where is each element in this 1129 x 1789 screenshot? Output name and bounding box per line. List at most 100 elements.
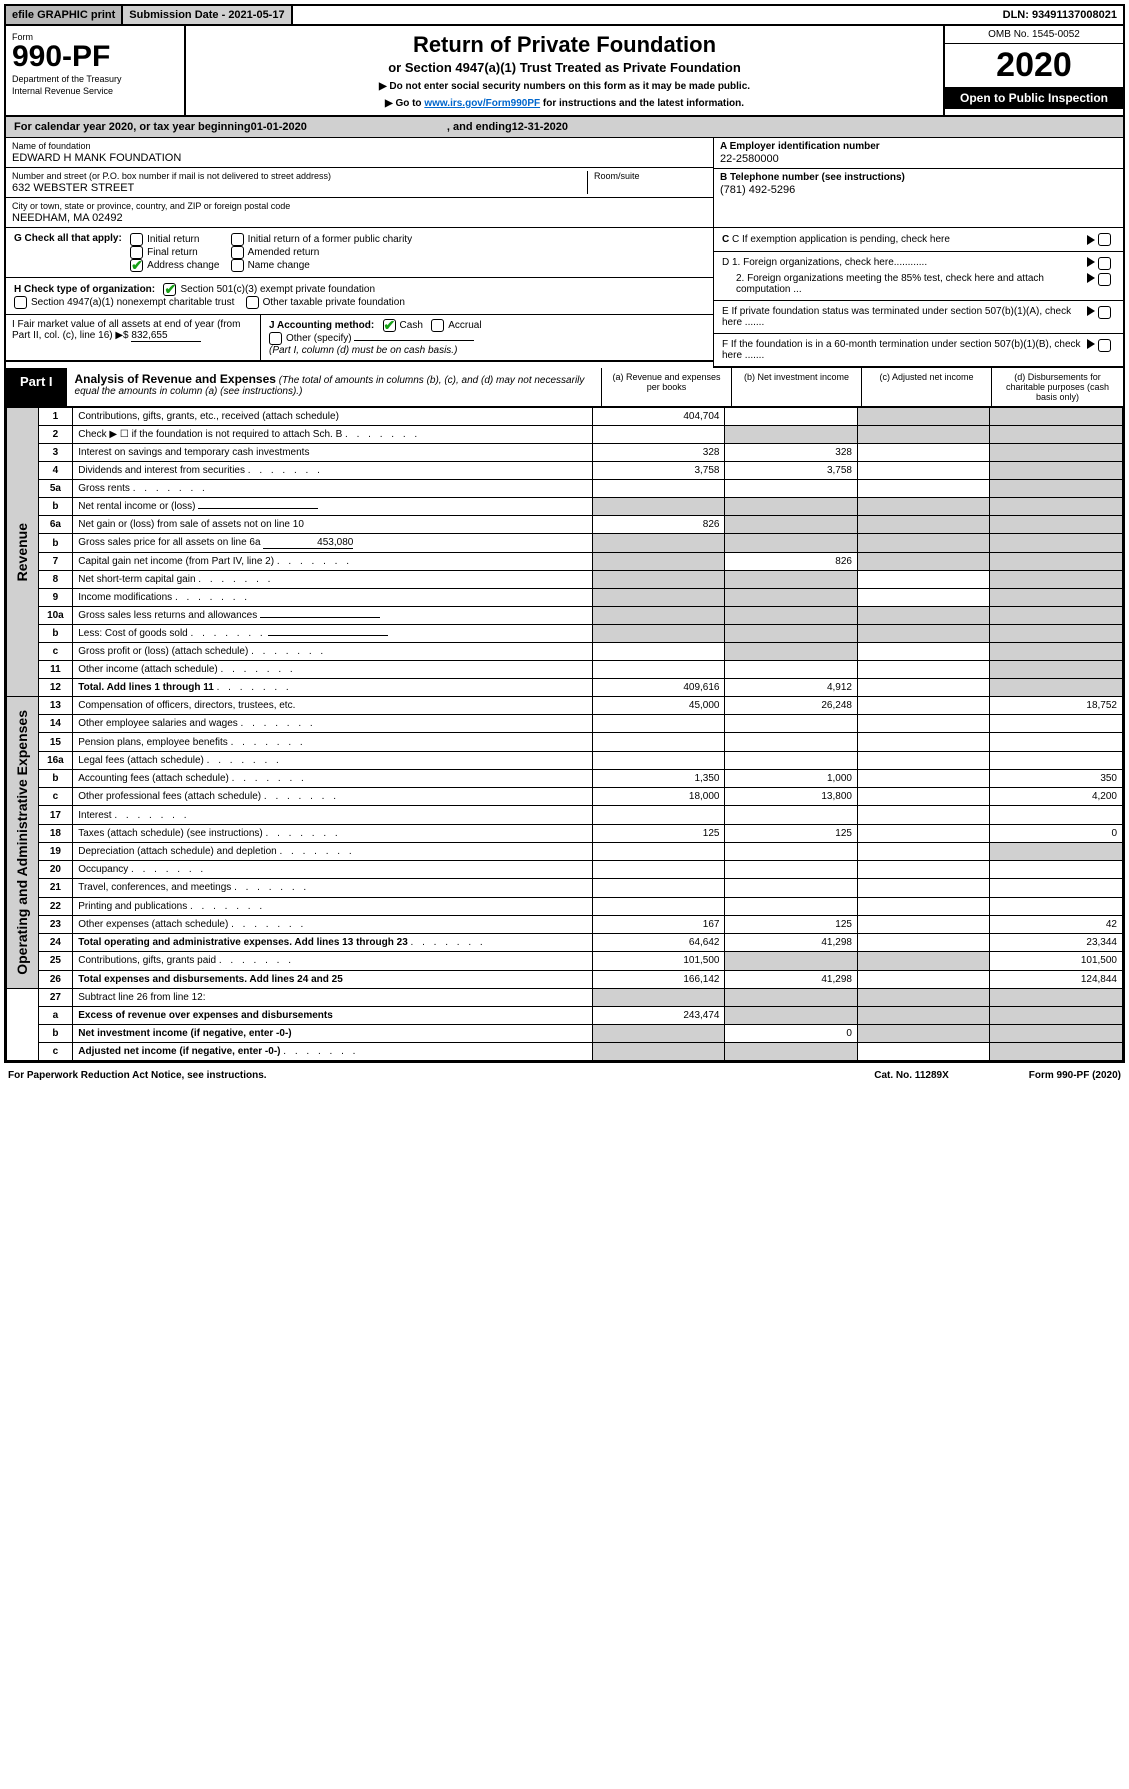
line-no: 26 xyxy=(38,970,73,988)
col-b: (b) Net investment income xyxy=(731,368,861,406)
e-row: E If private foundation status was termi… xyxy=(714,301,1123,334)
4947a1-checkbox[interactable] xyxy=(14,296,27,309)
cell-amount xyxy=(857,697,989,715)
line-no: b xyxy=(38,534,73,553)
cash-checkbox[interactable] xyxy=(383,319,396,332)
line-desc: Gross rents . . . . . . . xyxy=(73,480,593,498)
cell-shaded xyxy=(593,988,725,1006)
cell-shaded xyxy=(990,643,1123,661)
501c3-checkbox[interactable] xyxy=(163,283,176,296)
cell-amount xyxy=(857,643,989,661)
cell-amount xyxy=(857,788,989,806)
c-checkbox[interactable] xyxy=(1098,233,1111,246)
cell-amount: 23,344 xyxy=(990,934,1123,952)
other-method-checkbox[interactable] xyxy=(269,332,282,345)
e-checkbox[interactable] xyxy=(1098,306,1111,319)
cell-shaded xyxy=(725,1006,857,1024)
line-no: 13 xyxy=(38,697,73,715)
table-row: 17Interest . . . . . . . xyxy=(7,806,1123,824)
line-desc: Accounting fees (attach schedule) . . . … xyxy=(73,769,593,787)
dln: DLN: 93491137008021 xyxy=(997,6,1123,24)
g-label: G Check all that apply: xyxy=(14,233,122,244)
line-desc: Gross profit or (loss) (attach schedule)… xyxy=(73,643,593,661)
line-no: 14 xyxy=(38,715,73,733)
column-headers: (a) Revenue and expenses per books (b) N… xyxy=(601,368,1123,406)
table-row: bNet rental income or (loss) xyxy=(7,498,1123,516)
cell-shaded xyxy=(990,661,1123,679)
line-desc: Dividends and interest from securities .… xyxy=(73,462,593,480)
street-cell: Number and street (or P.O. box number if… xyxy=(12,171,587,194)
cell-amount: 826 xyxy=(593,516,725,534)
city-label: City or town, state or province, country… xyxy=(12,201,707,211)
table-row: 5aGross rents . . . . . . . xyxy=(7,480,1123,498)
cell-shaded xyxy=(990,988,1123,1006)
cell-shaded xyxy=(990,842,1123,860)
table-row: 21Travel, conferences, and meetings . . … xyxy=(7,879,1123,897)
accrual-checkbox[interactable] xyxy=(431,319,444,332)
d1-checkbox[interactable] xyxy=(1098,257,1111,270)
cell-shaded xyxy=(725,534,857,553)
cell-shaded xyxy=(725,426,857,444)
cell-amount: 64,642 xyxy=(593,934,725,952)
line-desc: Interest on savings and temporary cash i… xyxy=(73,444,593,462)
cell-amount xyxy=(725,733,857,751)
entity-info: Name of foundation EDWARD H MANK FOUNDAT… xyxy=(6,138,1123,228)
instr-link[interactable]: www.irs.gov/Form990PF xyxy=(424,98,540,109)
j-cash: Cash xyxy=(400,320,423,331)
i-label: I Fair market value of all assets at end… xyxy=(12,319,240,341)
cell-amount: 409,616 xyxy=(593,679,725,697)
table-row: 3Interest on savings and temporary cash … xyxy=(7,444,1123,462)
line-desc: Contributions, gifts, grants paid . . . … xyxy=(73,952,593,970)
cal-end-label: , and ending xyxy=(447,121,512,133)
line-desc: Compensation of officers, directors, tru… xyxy=(73,697,593,715)
ein-cell: A Employer identification number 22-2580… xyxy=(714,138,1123,169)
side-label-cell: Revenue xyxy=(7,408,39,697)
line-desc: Net gain or (loss) from sale of assets n… xyxy=(73,516,593,534)
cell-shaded xyxy=(725,498,857,516)
cell-amount: 4,912 xyxy=(725,679,857,697)
cell-amount: 1,000 xyxy=(725,769,857,787)
cell-shaded xyxy=(725,643,857,661)
side-label-cell: Operating and Administrative Expenses xyxy=(7,697,39,989)
form-id-block: Form 990-PF Department of the Treasury I… xyxy=(6,26,186,115)
cell-shaded xyxy=(725,589,857,607)
line-desc: Interest . . . . . . . xyxy=(73,806,593,824)
cell-shaded xyxy=(857,408,989,426)
cell-amount: 101,500 xyxy=(990,952,1123,970)
g-opt-4: Amended return xyxy=(248,247,320,258)
line-no: 6a xyxy=(38,516,73,534)
line-desc: Less: Cost of goods sold . . . . . . . xyxy=(73,625,593,643)
cell-shaded xyxy=(990,589,1123,607)
other-specify-line xyxy=(354,340,474,341)
line-desc: Travel, conferences, and meetings . . . … xyxy=(73,879,593,897)
cell-amount xyxy=(857,861,989,879)
initial-former-checkbox[interactable] xyxy=(231,233,244,246)
address-change-checkbox[interactable] xyxy=(130,259,143,272)
i-value: 832,655 xyxy=(131,330,201,342)
entity-left: Name of foundation EDWARD H MANK FOUNDAT… xyxy=(6,138,713,227)
cell-amount xyxy=(990,715,1123,733)
cell-shaded xyxy=(857,534,989,553)
cell-amount xyxy=(857,1042,989,1060)
cell-amount xyxy=(990,806,1123,824)
f-checkbox[interactable] xyxy=(1098,339,1111,352)
cell-amount: 41,298 xyxy=(725,934,857,952)
cell-amount: 0 xyxy=(990,824,1123,842)
cell-shaded xyxy=(593,589,725,607)
d2-checkbox[interactable] xyxy=(1098,273,1111,286)
f-row: F If the foundation is in a 60-month ter… xyxy=(714,334,1123,368)
cell-shaded xyxy=(990,679,1123,697)
name-change-checkbox[interactable] xyxy=(231,259,244,272)
cell-amount xyxy=(857,934,989,952)
arrow-icon xyxy=(1087,306,1095,316)
cell-shaded xyxy=(725,988,857,1006)
line-desc: Check ▶ ☐ if the foundation is not requi… xyxy=(73,426,593,444)
initial-return-checkbox[interactable] xyxy=(130,233,143,246)
col-d: (d) Disbursements for charitable purpose… xyxy=(991,368,1123,406)
tax-year: 2020 xyxy=(945,44,1123,87)
amended-return-checkbox[interactable] xyxy=(231,246,244,259)
cell-shaded xyxy=(725,516,857,534)
other-taxable-checkbox[interactable] xyxy=(246,296,259,309)
cell-amount xyxy=(725,715,857,733)
omb-no: OMB No. 1545-0052 xyxy=(945,26,1123,44)
